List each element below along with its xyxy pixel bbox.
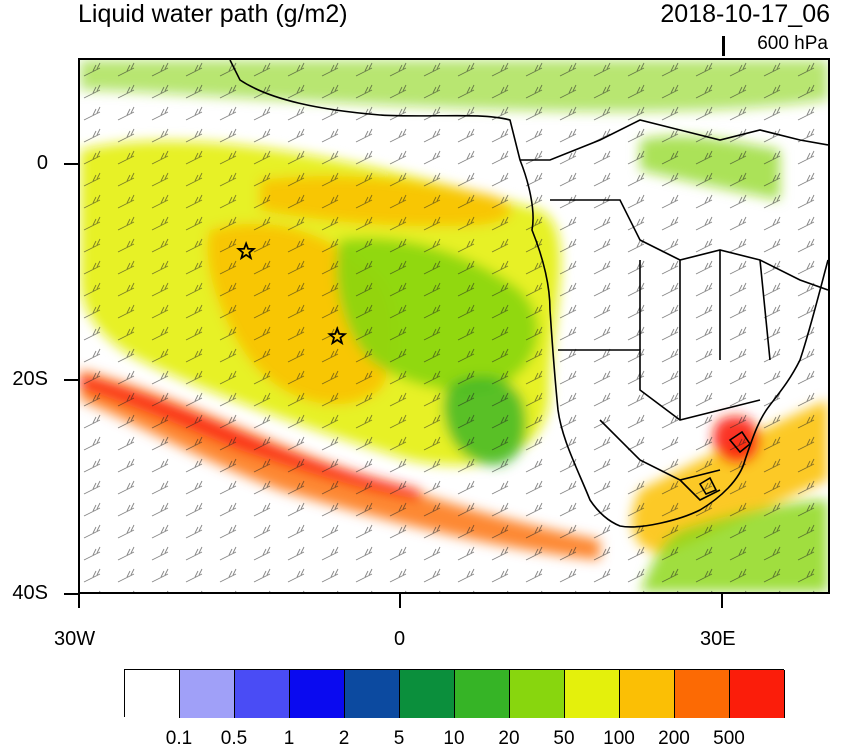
colorbar <box>124 669 785 718</box>
colorbar-swatch <box>400 670 455 718</box>
colorbar-swatch <box>455 670 510 718</box>
x-tick-30e <box>721 594 723 608</box>
y-tick-40s <box>64 593 78 595</box>
valid-time: 2018-10-17_06 <box>660 0 830 28</box>
plot-title: Liquid water path (g/m2) <box>78 0 348 28</box>
level-marker <box>722 36 725 56</box>
star-marker-1 <box>236 240 257 261</box>
y-tick-0 <box>64 163 78 165</box>
y-tick-20s <box>64 379 78 381</box>
colorbar-label: 20 <box>498 728 520 749</box>
map-canvas <box>80 60 828 592</box>
border-namibia-botswana <box>599 419 721 481</box>
colorbar-label: 0.5 <box>220 728 248 749</box>
colorbar-swatch <box>675 670 730 718</box>
colorbar-label: 2 <box>338 728 350 749</box>
y-label-40s: 40S <box>12 582 48 604</box>
colorbar-label: 5 <box>393 728 405 749</box>
pressure-level: 600 hPa <box>757 33 828 54</box>
star-marker-2 <box>327 326 348 346</box>
lesotho-border <box>728 430 752 454</box>
colorbar-swatch <box>235 670 290 718</box>
colorbar-swatch <box>730 670 785 718</box>
x-label-30e: 30E <box>700 628 736 650</box>
colorbar-label: 100 <box>603 728 635 749</box>
border-central <box>550 199 828 291</box>
marker-group <box>236 240 348 346</box>
colorbar-swatch <box>565 670 620 718</box>
x-label-30w: 30W <box>54 628 96 650</box>
border-south-central <box>558 349 761 421</box>
map-panel <box>78 58 830 594</box>
colorbar-swatch <box>510 670 565 718</box>
colorbar-swatch <box>180 670 235 718</box>
colorbar-swatch <box>620 670 675 718</box>
colorbar-label: 0.1 <box>165 728 193 749</box>
eswatini-border <box>698 476 718 495</box>
x-tick-0 <box>399 594 401 608</box>
colorbar-swatch <box>345 670 400 718</box>
gulf-of-guinea-coast <box>520 119 828 161</box>
border-meridional <box>639 250 771 420</box>
colorbar-label: 10 <box>443 728 465 749</box>
colorbar-swatch <box>290 670 345 718</box>
colorbar-label: 50 <box>553 728 575 749</box>
africa-coastline <box>229 60 828 528</box>
colorbar-label: 200 <box>658 728 690 749</box>
y-label-0: 0 <box>36 152 48 174</box>
coastlines <box>229 60 828 528</box>
wind-barbs-field <box>80 60 828 592</box>
x-label-0: 0 <box>394 628 406 650</box>
colorbar-label: 1 <box>283 728 295 749</box>
x-tick-30w <box>78 594 80 608</box>
border-south-africa <box>679 479 721 501</box>
colorbar-swatch <box>125 670 180 718</box>
colorbar-label: 500 <box>713 728 745 749</box>
y-label-20s: 20S <box>12 368 48 390</box>
